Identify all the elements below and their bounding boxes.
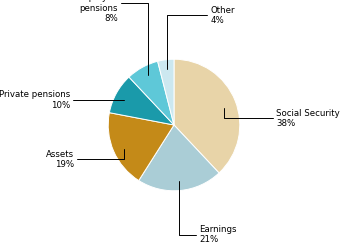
Wedge shape bbox=[109, 77, 174, 125]
Text: Social Security
38%: Social Security 38% bbox=[224, 108, 340, 128]
Text: Earnings
21%: Earnings 21% bbox=[179, 182, 237, 244]
Wedge shape bbox=[129, 61, 174, 125]
Text: Government
employee
pensions
8%: Government employee pensions 8% bbox=[64, 0, 148, 75]
Text: Other
4%: Other 4% bbox=[167, 6, 235, 69]
Wedge shape bbox=[139, 125, 219, 191]
Wedge shape bbox=[158, 59, 174, 125]
Wedge shape bbox=[174, 59, 240, 173]
Text: Assets
19%: Assets 19% bbox=[46, 149, 125, 169]
Text: Private pensions
10%: Private pensions 10% bbox=[0, 90, 124, 110]
Wedge shape bbox=[108, 113, 174, 180]
